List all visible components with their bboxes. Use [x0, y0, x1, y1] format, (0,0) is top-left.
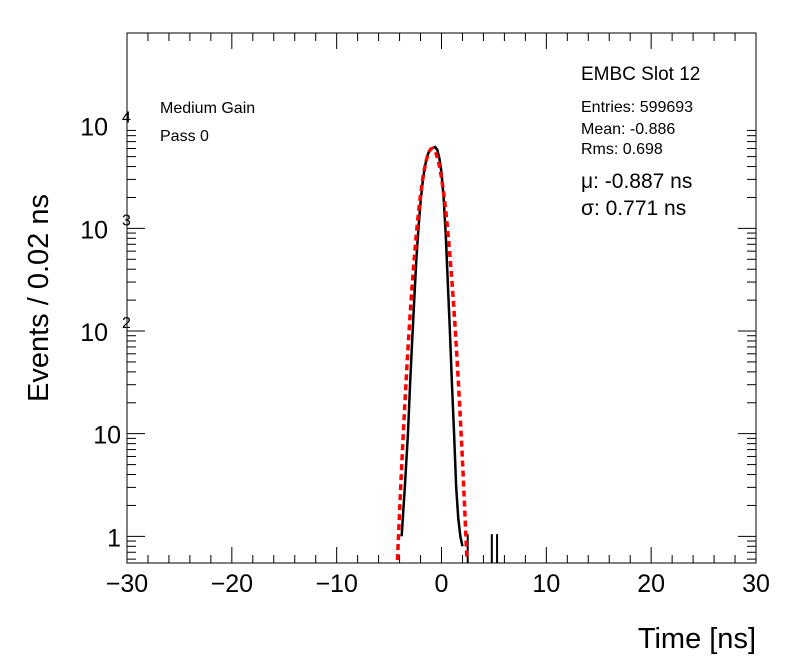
axis-ticks — [126, 33, 757, 563]
y-tick-exponent: 3 — [122, 212, 131, 229]
y-tick-exponent: 2 — [122, 315, 131, 332]
x-tick-label: 0 — [435, 570, 449, 598]
fit-mu: μ: -0.887 ns — [581, 170, 692, 193]
x-axis-title: Time [ns] — [638, 623, 756, 655]
stats-mean: Mean: -0.886 — [581, 121, 675, 138]
histogram-series — [400, 145, 499, 563]
histogram-line — [400, 145, 464, 547]
y-tick-exponent: 4 — [122, 110, 131, 127]
y-axis-title: Events / 0.02 ns — [23, 194, 55, 402]
tick-labels: −30 −20 −10 0 10 20 30 1 10 10 2 10 3 10 4 — [80, 110, 770, 598]
x-tick-label: 10 — [532, 570, 560, 598]
x-tick-label: −10 — [315, 570, 357, 598]
y-tick-label: 1 — [107, 524, 121, 552]
stats-entries: Entries: 599693 — [581, 99, 693, 116]
x-tick-label: −20 — [211, 570, 253, 598]
chart-title: EMBC Slot 12 — [581, 64, 700, 85]
fit-sigma: σ: 0.771 ns — [581, 197, 686, 220]
annotation-pass: Pass 0 — [160, 128, 209, 145]
y-tick-label: 10 — [80, 216, 108, 244]
gaussian-fit — [395, 146, 469, 561]
y-tick-label: 10 — [93, 422, 121, 450]
x-tick-label: 20 — [637, 570, 665, 598]
x-tick-label: 30 — [742, 570, 770, 598]
stats-rms: Rms: 0.698 — [581, 141, 663, 158]
x-tick-label: −30 — [106, 570, 148, 598]
fit-curve — [395, 146, 469, 561]
y-tick-label: 10 — [80, 319, 108, 347]
y-tick-label: 10 — [80, 114, 108, 142]
annotation-gain: Medium Gain — [160, 100, 255, 117]
